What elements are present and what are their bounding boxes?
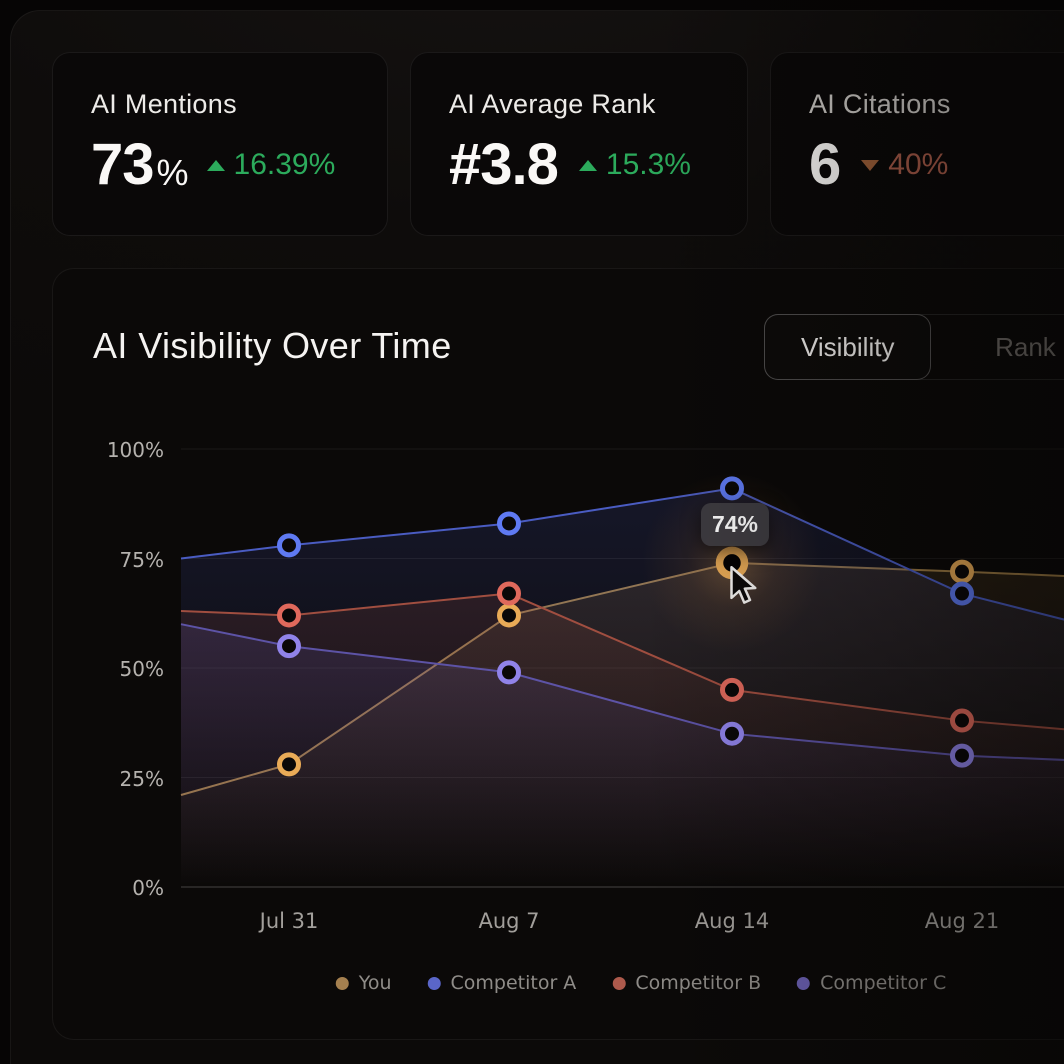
x-axis-label: Aug 7 bbox=[478, 909, 540, 933]
series-line-competitor-c bbox=[180, 623, 1064, 761]
chart-point[interactable] bbox=[277, 634, 301, 659]
chart-title: AI Visibility Over Time bbox=[93, 325, 452, 366]
mouse-cursor-icon bbox=[729, 566, 759, 611]
legend-label: Competitor A bbox=[450, 972, 577, 994]
chart-point[interactable] bbox=[277, 533, 301, 558]
legend-label: Competitor C bbox=[820, 972, 947, 994]
series-line-competitor-a bbox=[180, 487, 1064, 621]
chart-point[interactable] bbox=[720, 677, 744, 702]
chart-point[interactable] bbox=[497, 511, 521, 536]
stat-delta-value: 40% bbox=[888, 148, 949, 181]
chart-point[interactable] bbox=[497, 660, 521, 685]
stat-value-suffix: % bbox=[156, 151, 189, 193]
chart-point[interactable] bbox=[720, 721, 744, 746]
chart-point[interactable] bbox=[950, 743, 974, 768]
stat-value-row: 6 40% bbox=[809, 136, 1064, 194]
stat-delta: 16.39% bbox=[206, 148, 336, 182]
stat-card-ai-average-rank: AI Average Rank #3.8 15.3% bbox=[410, 52, 748, 236]
legend-dot-icon bbox=[612, 976, 626, 990]
y-axis-label: 25% bbox=[119, 766, 164, 791]
chart-point[interactable] bbox=[277, 603, 301, 628]
legend-label: Competitor B bbox=[635, 972, 762, 994]
y-axis-label: 50% bbox=[119, 657, 164, 681]
legend-item-competitor-c[interactable]: Competitor C bbox=[797, 972, 946, 994]
legend-item-competitor-b[interactable]: Competitor B bbox=[612, 972, 761, 994]
legend-dot-icon bbox=[335, 976, 349, 990]
stat-card-title: AI Citations bbox=[809, 89, 951, 119]
toggle-rank-button[interactable]: Rank bbox=[995, 331, 1056, 362]
x-axis: Jul 31 Aug 7 Aug 14 Aug 21 bbox=[181, 909, 1064, 935]
stat-delta: 15.3% bbox=[578, 148, 691, 182]
chart-point[interactable] bbox=[497, 581, 521, 606]
chart-point[interactable] bbox=[497, 603, 521, 628]
chart-point[interactable] bbox=[950, 581, 974, 606]
legend-label: You bbox=[358, 972, 392, 994]
y-axis-label: 100% bbox=[106, 438, 164, 462]
chart-point[interactable] bbox=[277, 752, 301, 777]
chart-point[interactable] bbox=[950, 559, 974, 584]
stat-card-title: AI Mentions bbox=[91, 89, 237, 119]
y-axis-label: 0% bbox=[132, 876, 164, 900]
stat-delta-value: 15.3% bbox=[605, 148, 691, 181]
stat-card-ai-mentions: AI Mentions 73 % 16.39% bbox=[52, 52, 388, 236]
y-axis: 0% 25% 50% 75% 100% bbox=[53, 438, 164, 900]
stat-card-title: AI Average Rank bbox=[449, 89, 656, 119]
tooltip-value: 74% bbox=[711, 511, 759, 537]
chart-card: AI Visibility Over Time Visibility Rank … bbox=[52, 268, 1064, 1040]
line-chart[interactable] bbox=[180, 441, 1064, 888]
x-axis-label: Jul 31 bbox=[259, 909, 319, 933]
trend-up-icon bbox=[206, 159, 225, 171]
view-toggle: Visibility Rank bbox=[764, 314, 1064, 380]
stat-value-row: #3.8 15.3% bbox=[449, 136, 747, 194]
toggle-visibility-button[interactable]: Visibility bbox=[764, 314, 932, 380]
stat-delta: 40% bbox=[861, 148, 948, 182]
stat-card-ai-citations: AI Citations 6 40% bbox=[770, 52, 1064, 236]
series-area-competitor-c bbox=[181, 624, 1064, 887]
y-axis-label: 75% bbox=[119, 547, 164, 572]
stat-value: 73 bbox=[91, 132, 155, 197]
legend-item-competitor-a[interactable]: Competitor A bbox=[427, 972, 577, 994]
stat-value: 6 bbox=[809, 132, 841, 197]
x-axis-label: Aug 14 bbox=[694, 909, 770, 933]
chart-tooltip: 74% bbox=[701, 503, 769, 546]
legend-dot-icon bbox=[427, 976, 441, 990]
series-line-competitor-b bbox=[180, 592, 1064, 731]
stat-value: #3.8 bbox=[449, 132, 559, 197]
chart-point[interactable] bbox=[720, 476, 744, 501]
chart-point[interactable] bbox=[950, 708, 974, 733]
legend-dot-icon bbox=[797, 976, 811, 990]
chart-legend: You Competitor A Competitor B Competitor C bbox=[335, 972, 946, 994]
stat-cards-row: AI Mentions 73 % 16.39% AI Average Rank … bbox=[52, 52, 1064, 236]
chart-plot-area[interactable] bbox=[180, 441, 1064, 888]
x-axis-label: Aug 21 bbox=[924, 909, 1000, 933]
stat-value-row: 73 % 16.39% bbox=[91, 136, 387, 194]
legend-item-you[interactable]: You bbox=[335, 972, 392, 994]
trend-down-icon bbox=[861, 159, 880, 171]
stat-delta-value: 16.39% bbox=[233, 148, 336, 181]
trend-up-icon bbox=[578, 159, 597, 171]
